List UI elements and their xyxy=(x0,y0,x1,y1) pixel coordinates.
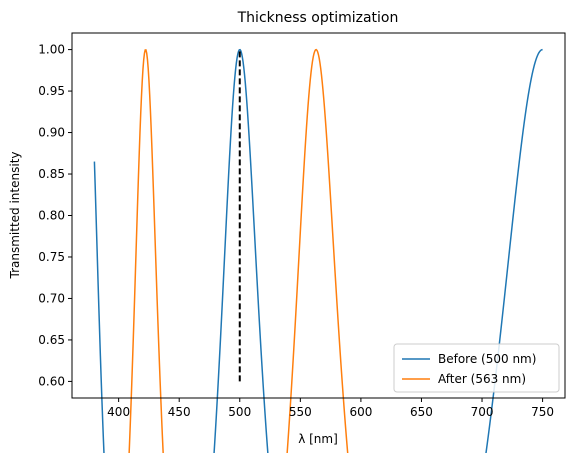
chart-title: Thickness optimization xyxy=(237,10,399,26)
legend-label-1: After (563 nm) xyxy=(438,372,526,386)
x-tick-label-6: 700 xyxy=(471,405,494,419)
series-line-1 xyxy=(128,48,349,453)
legend: Before (500 nm) After (563 nm) xyxy=(393,343,560,393)
y-tick-label-5: 0.85 xyxy=(38,167,65,181)
x-tick-label-3: 550 xyxy=(289,405,312,419)
plot-area: 400 450 500 550 600 650 700 750 0.60 0.65 0.70 0.75… xyxy=(38,32,566,453)
y-tick-label-3: 0.75 xyxy=(38,250,65,264)
x-tick-label-2: 500 xyxy=(228,405,251,419)
y-axis-label: Transmitted intensity xyxy=(8,152,22,280)
x-axis-label: λ [nm] xyxy=(298,432,338,446)
x-tick-label-0: 400 xyxy=(107,405,130,419)
y-tick-label-7: 0.95 xyxy=(38,84,65,98)
x-tick-label-7: 750 xyxy=(531,405,554,419)
y-tick-label-1: 0.65 xyxy=(38,333,65,347)
y-tick-label-0: 0.60 xyxy=(38,374,65,388)
legend-label-0: Before (500 nm) xyxy=(438,352,536,366)
x-tick-label-1: 450 xyxy=(168,405,191,419)
x-tick-label-4: 600 xyxy=(349,405,372,419)
x-tick-label-5: 650 xyxy=(410,405,433,419)
y-tick-label-6: 0.90 xyxy=(38,126,65,140)
plot-frame xyxy=(71,32,566,399)
y-tick-label-2: 0.70 xyxy=(38,291,65,305)
y-tick-label-8: 1.00 xyxy=(38,43,65,57)
y-tick-label-4: 0.80 xyxy=(38,209,65,223)
legend-box xyxy=(393,343,560,393)
